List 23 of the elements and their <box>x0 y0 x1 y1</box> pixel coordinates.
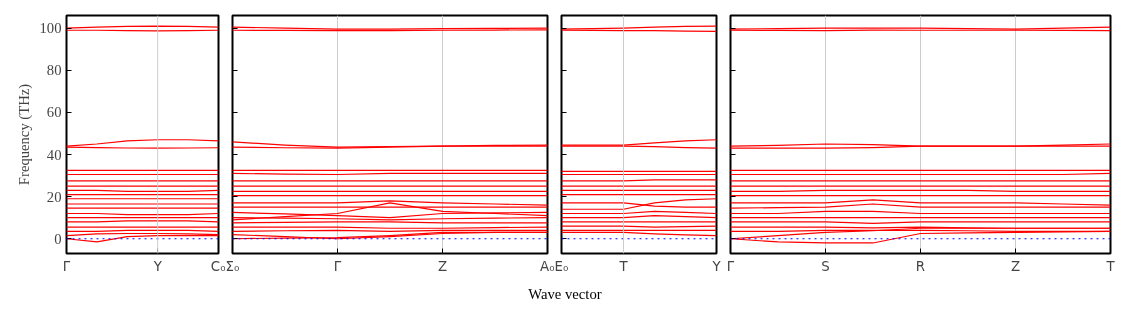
x-tick-label: R <box>915 258 926 274</box>
x-tick-label: S <box>821 258 830 274</box>
y-axis-title: Frequency (THz) <box>15 83 33 186</box>
x-tick-label: Y <box>152 258 163 274</box>
y-tick-label: 80 <box>46 62 62 79</box>
x-tick-label: E₀ <box>554 258 569 274</box>
x-tick-label: Z <box>437 258 448 274</box>
y-tick-label: 0 <box>54 230 62 247</box>
x-tick-label: T <box>618 258 629 274</box>
y-tick-label: 20 <box>46 188 62 205</box>
x-tick-label: Z <box>1010 258 1021 274</box>
x-tick-label: Γ <box>62 258 71 274</box>
y-tick-label: 100 <box>39 20 62 37</box>
y-tick-label: 60 <box>46 104 62 121</box>
x-tick-label: Σ₀ <box>225 258 240 274</box>
x-tick-label: A₀ <box>540 258 555 274</box>
x-tick-label: C₀ <box>210 258 226 274</box>
x-axis-title: Wave vector <box>528 285 602 304</box>
y-tick-label: 40 <box>46 146 62 163</box>
x-tick-label: Y <box>711 258 722 274</box>
x-tick-label: T <box>1105 258 1116 274</box>
x-tick-label: Γ <box>333 258 342 274</box>
x-tick-label: Γ <box>726 258 735 274</box>
